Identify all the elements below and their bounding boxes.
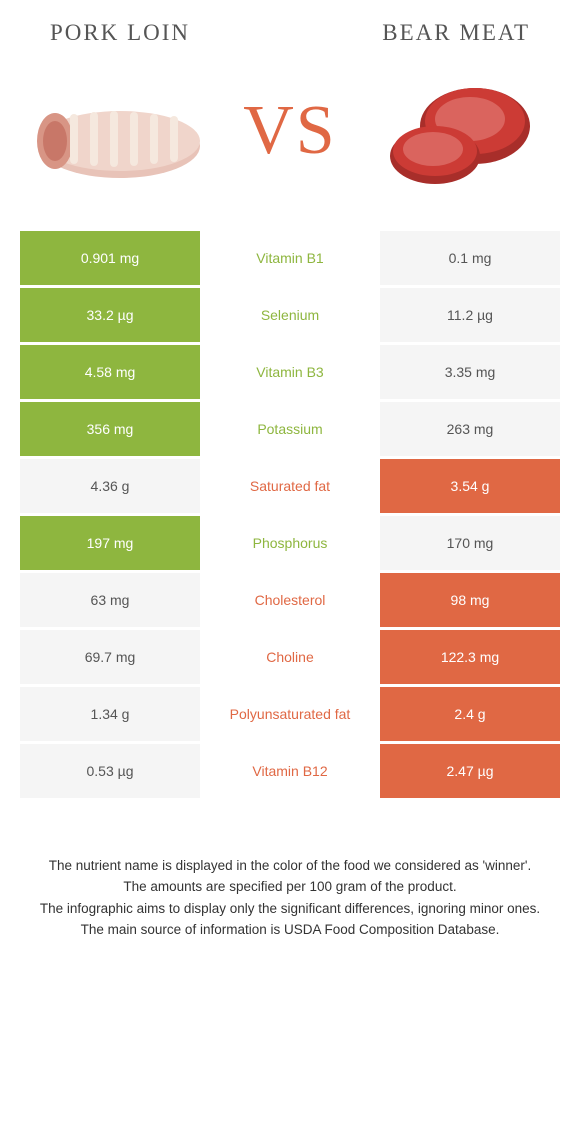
right-value: 3.54 g: [380, 459, 560, 513]
title-left: Pork loin: [50, 20, 190, 46]
nutrient-label: Vitamin B3: [200, 345, 380, 399]
nutrient-label: Vitamin B1: [200, 231, 380, 285]
table-row: 33.2 µgSelenium11.2 µg: [20, 288, 560, 342]
right-value: 3.35 mg: [380, 345, 560, 399]
header: Pork loin Bear meat: [0, 0, 580, 56]
right-value: 2.47 µg: [380, 744, 560, 798]
left-value: 63 mg: [20, 573, 200, 627]
table-row: 356 mgPotassium263 mg: [20, 402, 560, 456]
right-value: 122.3 mg: [380, 630, 560, 684]
table-row: 0.901 mgVitamin B10.1 mg: [20, 231, 560, 285]
nutrient-label: Cholesterol: [200, 573, 380, 627]
nutrient-table: 0.901 mgVitamin B10.1 mg33.2 µgSelenium1…: [0, 231, 580, 798]
table-row: 63 mgCholesterol98 mg: [20, 573, 560, 627]
right-value: 2.4 g: [380, 687, 560, 741]
pork-loin-image: [30, 71, 210, 191]
table-row: 4.36 gSaturated fat3.54 g: [20, 459, 560, 513]
left-value: 197 mg: [20, 516, 200, 570]
nutrient-label: Vitamin B12: [200, 744, 380, 798]
nutrient-label: Phosphorus: [200, 516, 380, 570]
footer-notes: The nutrient name is displayed in the co…: [0, 801, 580, 961]
title-right: Bear meat: [382, 20, 530, 46]
left-value: 0.53 µg: [20, 744, 200, 798]
right-value: 11.2 µg: [380, 288, 560, 342]
left-value: 4.58 mg: [20, 345, 200, 399]
nutrient-label: Saturated fat: [200, 459, 380, 513]
table-row: 1.34 gPolyunsaturated fat2.4 g: [20, 687, 560, 741]
table-row: 4.58 mgVitamin B33.35 mg: [20, 345, 560, 399]
nutrient-label: Polyunsaturated fat: [200, 687, 380, 741]
nutrient-label: Potassium: [200, 402, 380, 456]
right-value: 98 mg: [380, 573, 560, 627]
vs-label: VS: [243, 91, 336, 171]
nutrient-label: Choline: [200, 630, 380, 684]
left-value: 69.7 mg: [20, 630, 200, 684]
table-row: 0.53 µgVitamin B122.47 µg: [20, 744, 560, 798]
bear-meat-image: [370, 71, 550, 191]
right-value: 263 mg: [380, 402, 560, 456]
table-row: 69.7 mgCholine122.3 mg: [20, 630, 560, 684]
left-value: 33.2 µg: [20, 288, 200, 342]
left-value: 356 mg: [20, 402, 200, 456]
left-value: 1.34 g: [20, 687, 200, 741]
footer-line-2: The amounts are specified per 100 gram o…: [25, 877, 555, 897]
footer-line-1: The nutrient name is displayed in the co…: [25, 856, 555, 876]
right-value: 0.1 mg: [380, 231, 560, 285]
footer-line-3: The infographic aims to display only the…: [25, 899, 555, 919]
left-value: 4.36 g: [20, 459, 200, 513]
nutrient-label: Selenium: [200, 288, 380, 342]
right-value: 170 mg: [380, 516, 560, 570]
hero-row: VS: [0, 56, 580, 231]
table-row: 197 mgPhosphorus170 mg: [20, 516, 560, 570]
footer-line-4: The main source of information is USDA F…: [25, 920, 555, 940]
left-value: 0.901 mg: [20, 231, 200, 285]
